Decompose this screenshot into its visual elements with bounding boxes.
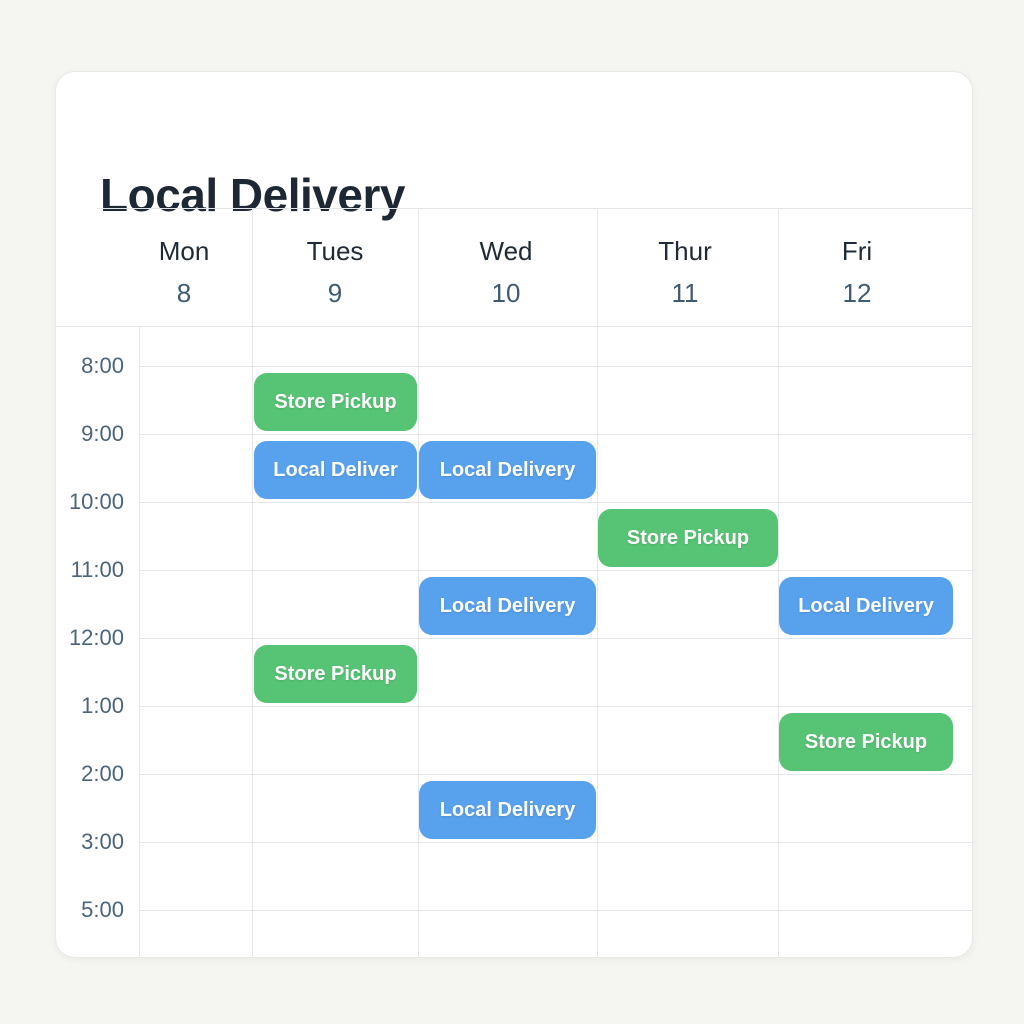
hour-line [139, 842, 972, 843]
time-label: 5:00 [81, 897, 124, 922]
hour-line [139, 570, 972, 571]
day-number: 8 [176, 278, 192, 308]
event-store-pickup[interactable]: Store Pickup [598, 509, 778, 567]
schedule-card: Local Delivery Mon 8 Tues 9 Wed 10 Thur 11 Fri 12… [55, 71, 973, 958]
day-name: Fri [841, 236, 873, 266]
time-label: 3:00 [81, 829, 124, 854]
day-column-divider [252, 208, 253, 956]
day-column-divider [597, 208, 598, 956]
hour-line [139, 502, 972, 503]
time-label: 9:00 [81, 421, 124, 446]
hour-line [139, 434, 972, 435]
event-local-delivery[interactable]: Local Delivery [419, 577, 596, 635]
time-gutter-divider [139, 326, 140, 956]
event-store-pickup[interactable]: Store Pickup [254, 645, 417, 703]
hour-line [139, 706, 972, 707]
day-name: Mon [158, 236, 210, 266]
hour-line [139, 910, 972, 911]
header-bottom-line [56, 326, 972, 327]
hour-line [139, 638, 972, 639]
day-number: 11 [671, 278, 699, 308]
day-name: Thur [658, 236, 712, 266]
day-column-divider [418, 208, 419, 956]
day-column-divider [778, 208, 779, 956]
week-calendar-grid: Mon 8 Tues 9 Wed 10 Thur 11 Fri 12 8:00 9:00 10:00 11… [56, 72, 972, 957]
event-local-delivery[interactable]: Local Delivery [779, 577, 953, 635]
time-label: 8:00 [81, 353, 124, 378]
day-number: 9 [327, 278, 343, 308]
time-label: 2:00 [81, 761, 124, 786]
day-number: 12 [842, 278, 872, 308]
day-number: 10 [491, 278, 521, 308]
hour-line [139, 366, 972, 367]
day-name: Tues [306, 236, 364, 266]
time-label: 1:00 [81, 693, 124, 718]
event-store-pickup[interactable]: Store Pickup [254, 373, 417, 431]
hour-line [139, 774, 972, 775]
header-top-line [97, 208, 972, 209]
event-local-delivery[interactable]: Local Delivery [419, 441, 596, 499]
event-store-pickup[interactable]: Store Pickup [779, 713, 953, 771]
event-local-delivery[interactable]: Local Delivery [419, 781, 596, 839]
time-label: 10:00 [68, 489, 124, 514]
time-label: 11:00 [70, 557, 124, 582]
event-local-delivery[interactable]: Local Deliver [254, 441, 417, 499]
time-label: 12:00 [68, 625, 124, 650]
day-name: Wed [479, 236, 533, 266]
